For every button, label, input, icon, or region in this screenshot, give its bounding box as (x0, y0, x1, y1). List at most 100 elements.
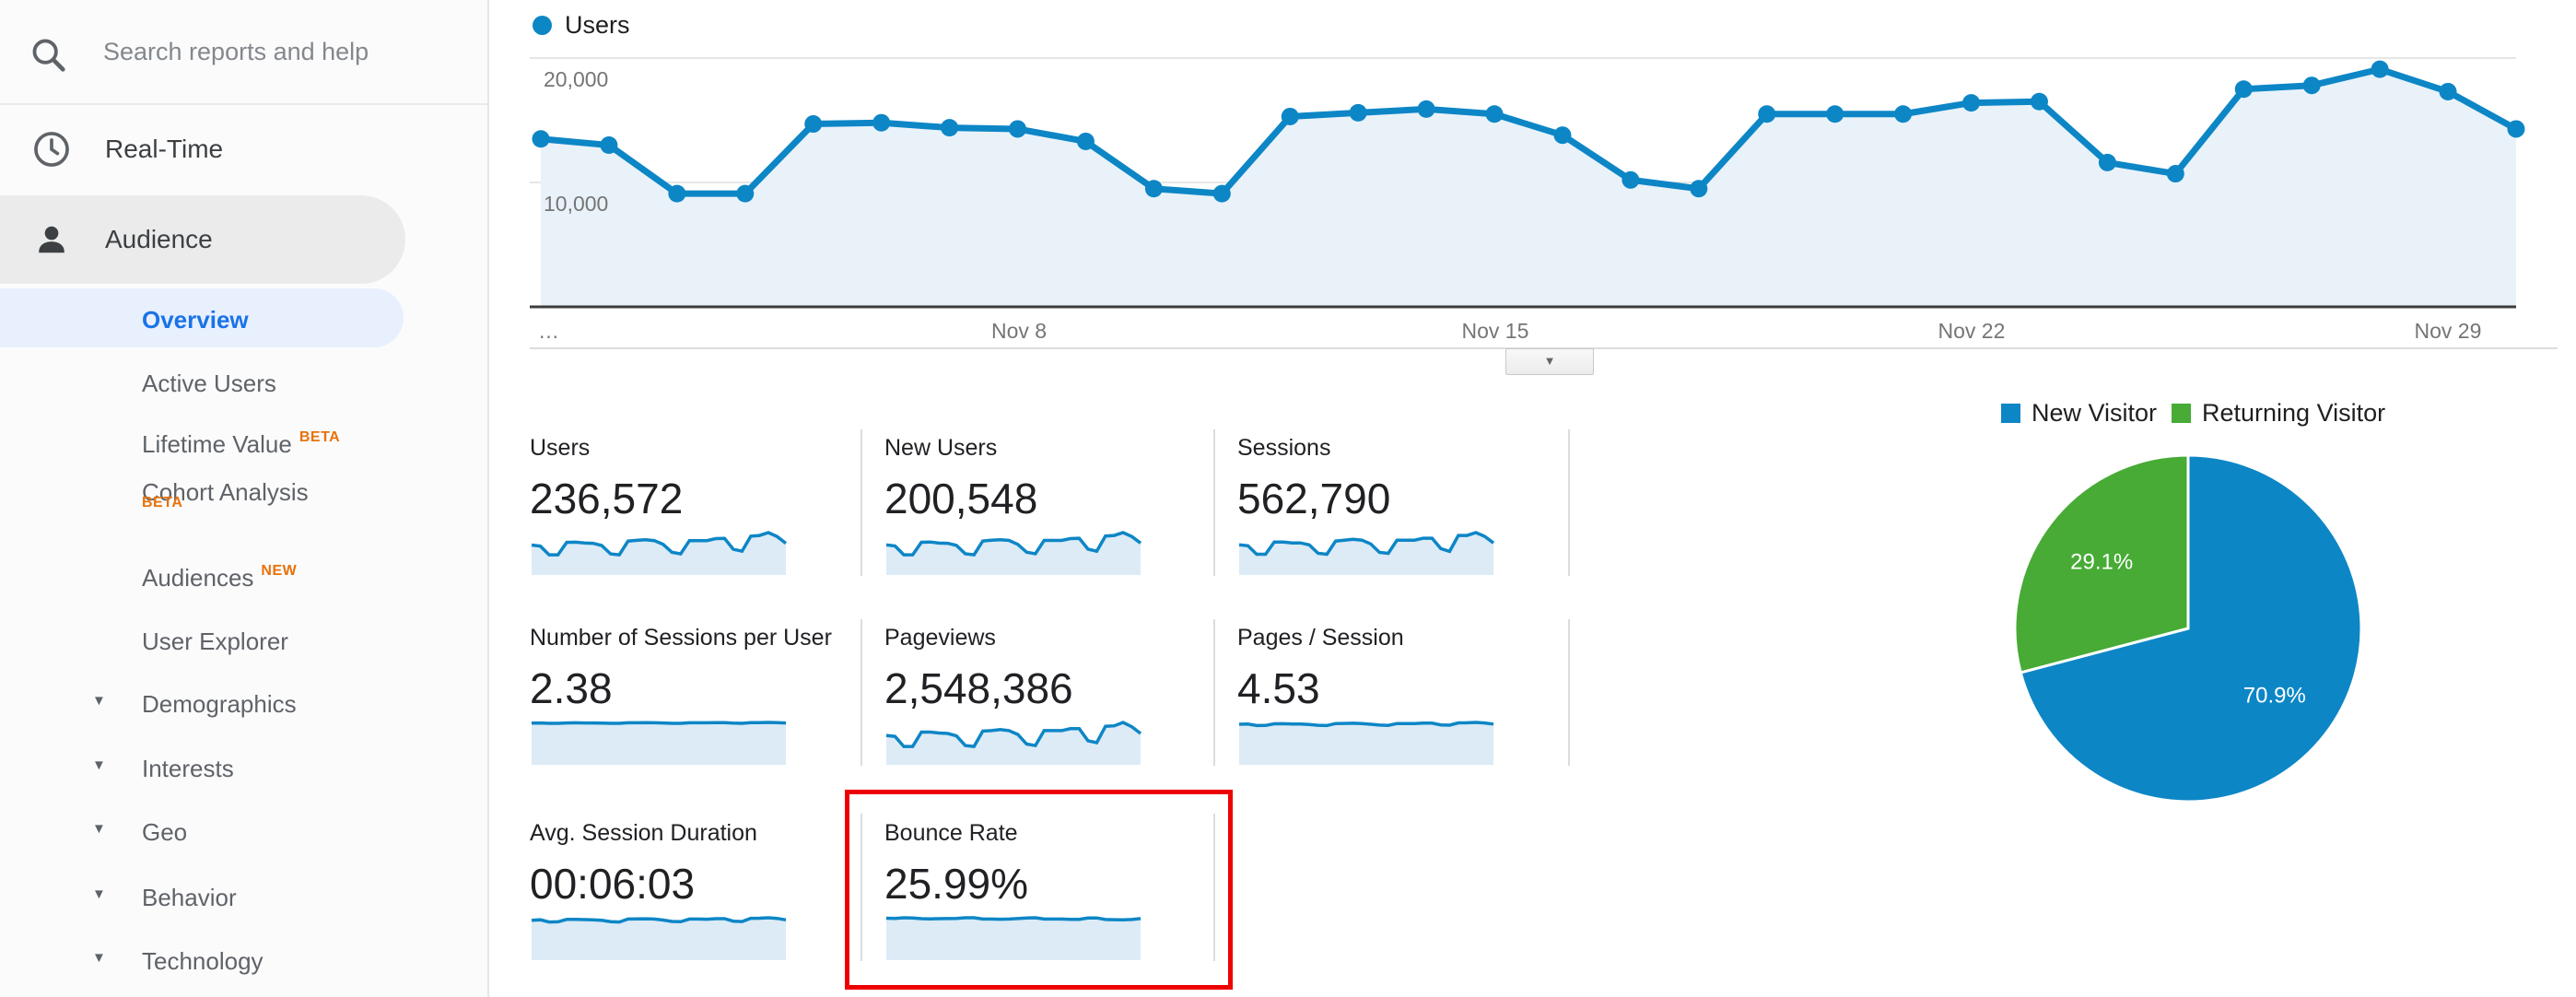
chart-legend: Users (533, 11, 630, 40)
metric-sparkline (885, 916, 1142, 960)
sidebar: Real-Time Audience Overview Active Users L… (0, 0, 489, 997)
metric-label: Pages / Session (1237, 625, 1404, 651)
sidebar-item-realtime[interactable]: Real-Time (0, 116, 489, 182)
sidebar-item-overview[interactable]: Overview (0, 300, 461, 337)
overview-selected-highlight (0, 288, 404, 347)
sidebar-item-label: Demographics (142, 690, 297, 718)
metric-value: 2,548,386 (884, 664, 1073, 712)
metric-card-pageviews: Pageviews 2,548,386 (884, 623, 1198, 789)
card-divider (1213, 814, 1215, 961)
sidebar-item-label: User Explorer (142, 628, 288, 655)
metric-value: 236,572 (530, 475, 684, 522)
metric-sparkline (885, 531, 1142, 575)
sidebar-item-behavior[interactable]: ▼ Behavior (0, 878, 461, 915)
person-icon (39, 226, 64, 253)
x-axis-tick: Nov 8 (991, 319, 1048, 343)
legend-swatch-returning-visitor (2172, 404, 2191, 423)
card-divider (861, 619, 862, 766)
badge-beta: BETA (299, 429, 341, 445)
sidebar-item-label: Geo (142, 818, 188, 846)
chevron-down-icon[interactable]: ▼ (92, 821, 106, 837)
card-divider (1213, 429, 1215, 576)
metric-label: Pageviews (884, 625, 996, 651)
card-divider (861, 814, 862, 961)
metric-card-number-of-sessions-per-user: Number of Sessions per User 2.38 (530, 623, 843, 789)
metric-label: Bounce Rate (884, 820, 1018, 846)
metric-label: Sessions (1237, 435, 1331, 461)
metric-card-pages-session: Pages / Session 4.53 (1237, 623, 1551, 789)
sidebar-item-cohort-analysis[interactable]: Cohort Analysis BETA (0, 473, 461, 510)
metric-sparkline (1238, 721, 1494, 765)
search-bar[interactable] (0, 0, 487, 105)
audience-section-highlight (0, 195, 405, 284)
chevron-down-icon[interactable]: ▼ (92, 950, 106, 966)
metric-card-avg-session-duration: Avg. Session Duration 00:06:03 (530, 818, 843, 984)
sidebar-item-label: Behavior (142, 884, 237, 911)
metric-label: New Users (884, 435, 998, 461)
sidebar-item-interests[interactable]: ▼ Interests (0, 749, 461, 786)
metric-sparkline (1238, 531, 1495, 575)
pie-slice-returning-visitor (2013, 453, 2190, 674)
pie-slice-percentage: 70.9% (2243, 683, 2306, 708)
badge-new: NEW (261, 563, 298, 579)
chevron-down-icon[interactable]: ▼ (92, 693, 106, 709)
sidebar-item-label: Real-Time (105, 135, 224, 163)
sidebar-item-audiences[interactable]: Audiences NEW (0, 558, 461, 595)
sidebar-item-geo[interactable]: ▼ Geo (0, 813, 461, 850)
metric-card-new-users: New Users 200,548 (884, 433, 1198, 599)
sidebar-item-label: Interests (142, 755, 234, 782)
chevron-down-icon: ▼ (1543, 354, 1556, 368)
legend-label: New Visitor (2032, 399, 2158, 427)
legend-label: Users (565, 11, 630, 39)
metric-sparkline (531, 531, 788, 575)
card-divider (861, 429, 862, 576)
sidebar-item-label: Active Users (142, 369, 276, 397)
sidebar-item-demographics[interactable]: ▼ Demographics (0, 685, 461, 721)
x-axis-tick: Nov 22 (1938, 319, 2006, 343)
metric-value: 25.99% (884, 860, 1029, 908)
sidebar-item-label: Lifetime Value BETA (142, 429, 341, 458)
metric-card-users: Users 236,572 (530, 433, 843, 599)
sidebar-item-technology[interactable]: ▼ Technology (0, 942, 461, 979)
metric-label: Number of Sessions per User (530, 625, 832, 651)
metric-value: 00:06:03 (530, 860, 696, 908)
metric-card-sessions: Sessions 562,790 (1237, 433, 1551, 599)
metric-label: Avg. Session Duration (530, 820, 757, 846)
sidebar-item-label: Overview (142, 306, 249, 334)
badge-beta: BETA (142, 495, 183, 510)
sidebar-item-label: Technology (142, 947, 263, 975)
metric-sparkline (531, 916, 787, 960)
card-divider (1568, 619, 1570, 766)
metric-sparkline (885, 721, 1142, 765)
sidebar-item-active-users[interactable]: Active Users (0, 364, 461, 401)
metric-sparkline (531, 721, 787, 765)
metric-value: 200,548 (884, 475, 1038, 522)
chart-expander-button[interactable]: ▼ (1505, 348, 1594, 375)
metric-value: 4.53 (1237, 664, 1320, 712)
search-input[interactable] (103, 26, 453, 77)
search-icon (32, 39, 65, 72)
svg-text:10,000: 10,000 (544, 192, 608, 216)
metric-label: Users (530, 435, 591, 461)
chevron-down-icon[interactable]: ▼ (92, 757, 106, 773)
sidebar-item-label: Audience (105, 225, 213, 253)
pie-slice-percentage: 29.1% (2070, 550, 2133, 575)
card-divider (1568, 429, 1570, 576)
sidebar-item-lifetime-value[interactable]: Lifetime Value BETA (0, 425, 461, 462)
chevron-down-icon[interactable]: ▼ (92, 886, 106, 902)
x-axis-tick: Nov 15 (1461, 319, 1529, 343)
metric-card-bounce-rate: Bounce Rate 25.99% (884, 818, 1198, 984)
pie-legend-new-visitor: New Visitor (2001, 399, 2157, 428)
users-line-chart: 10,000 20,000 (530, 57, 2525, 309)
pie-slice-new-visitor (2019, 453, 2363, 803)
metric-value: 2.38 (530, 664, 613, 712)
x-axis-tick: Nov 29 (2414, 319, 2482, 343)
legend-label: Returning Visitor (2202, 399, 2386, 427)
sidebar-item-audience[interactable]: Audience (0, 206, 489, 273)
legend-swatch-new-visitor (2001, 404, 2020, 423)
sidebar-item-label: Audiences NEW (142, 563, 298, 592)
svg-text:20,000: 20,000 (544, 67, 608, 91)
metric-value: 562,790 (1237, 475, 1391, 522)
card-divider (1213, 619, 1215, 766)
sidebar-item-user-explorer[interactable]: User Explorer (0, 622, 461, 659)
